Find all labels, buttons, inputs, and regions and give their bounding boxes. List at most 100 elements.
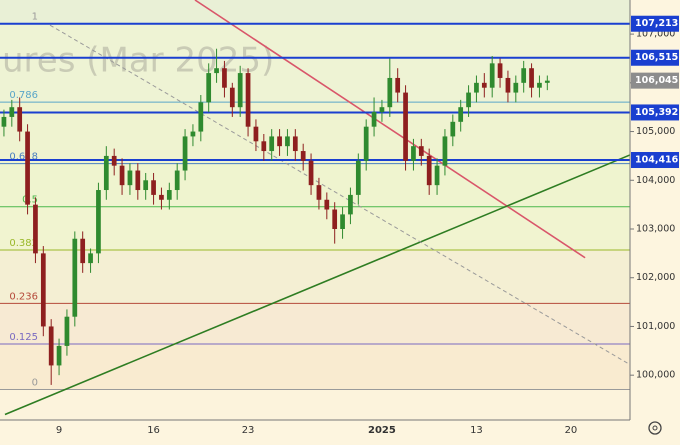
candle-body <box>489 63 495 88</box>
level-box <box>631 104 679 121</box>
candle-body <box>143 180 149 191</box>
candle-body <box>40 253 46 327</box>
candle-body <box>458 107 464 122</box>
candle-body <box>332 209 338 230</box>
candle-body <box>387 77 393 108</box>
candle-body <box>411 146 416 161</box>
candle-body <box>159 194 164 200</box>
candle-body <box>222 68 227 88</box>
candle-body <box>300 151 306 161</box>
fib-band <box>0 389 630 420</box>
level-label: 106,515 <box>635 52 678 63</box>
settings-icon[interactable] <box>648 421 662 435</box>
candle-body <box>17 107 23 132</box>
candle-body <box>1 116 7 127</box>
trendline <box>4 154 630 416</box>
candle-body <box>340 214 345 230</box>
fib-label: 0.125 <box>9 332 38 343</box>
candle-body <box>88 253 93 264</box>
candle-body <box>544 80 550 83</box>
candle-body <box>237 73 243 108</box>
candle-body <box>403 92 408 161</box>
candle-body <box>229 87 235 108</box>
fib-label: 0.786 <box>9 90 38 101</box>
candle-body <box>529 68 534 88</box>
candle-body <box>292 136 298 152</box>
y-tick-label: 101,000 <box>636 321 675 332</box>
candle-body <box>96 190 101 254</box>
fib-label: 0.236 <box>9 291 38 302</box>
candle-body <box>395 77 401 93</box>
fib-band <box>0 206 630 250</box>
candle-body <box>9 107 15 117</box>
candle-body <box>206 73 212 103</box>
fib-band <box>0 343 630 390</box>
candle-body <box>450 121 456 137</box>
candle-body <box>33 204 38 254</box>
candle-body <box>355 160 361 195</box>
level-label: 104,416 <box>635 155 679 166</box>
candle-body <box>261 141 267 152</box>
last-price-label: 106,045 <box>635 75 678 86</box>
y-tick-label: 100,000 <box>636 370 675 381</box>
fib-label: 1 <box>32 12 38 23</box>
x-tick-label: 23 <box>242 425 255 436</box>
y-tick-label: 107,000 <box>636 29 675 40</box>
candle-body <box>505 77 511 93</box>
candle-body <box>474 82 479 93</box>
candle-body <box>245 73 251 127</box>
candle-body <box>56 345 62 366</box>
trendline <box>194 0 586 259</box>
fib-label: 0.382 <box>9 238 38 249</box>
candle-body <box>466 92 471 108</box>
candle-body <box>182 136 188 171</box>
candle-body <box>308 160 314 186</box>
fib-label: 0 <box>32 378 38 389</box>
candle-body <box>442 136 448 166</box>
x-tick-label: 9 <box>56 425 62 436</box>
y-tick-label: 105,000 <box>636 126 675 137</box>
candle-body <box>127 170 133 186</box>
candle-body <box>379 107 385 113</box>
candle-body <box>513 82 519 93</box>
axes: 100,000 101,000 102,000 103,000 104,000 105,0… <box>56 15 679 436</box>
candle-body <box>64 316 70 346</box>
level-box <box>631 49 679 66</box>
candle-body <box>363 126 369 161</box>
y-tick-label: 104,000 <box>636 175 675 186</box>
fib-band <box>0 249 630 304</box>
candle-body <box>80 238 86 264</box>
candle-body <box>72 238 78 317</box>
fib-band <box>0 23 630 103</box>
candle-body <box>324 199 330 210</box>
fib-band <box>0 303 630 344</box>
candle-body <box>214 68 219 74</box>
candle-body <box>198 102 204 132</box>
plot: ures (Mar 2025) 1 0.786 0.618 0.5 0.382 0.236 0… <box>0 0 630 420</box>
candle-body <box>166 190 172 200</box>
watermark: ures (Mar 2025) <box>2 41 274 81</box>
x-tick-label: 16 <box>147 425 160 436</box>
candle-body <box>277 136 282 147</box>
candle-body <box>174 170 180 191</box>
candle-body <box>151 180 156 195</box>
fib-label: 0.618 <box>9 152 38 163</box>
candle-body <box>111 155 117 166</box>
candle-body <box>497 63 503 78</box>
candle-body <box>481 82 487 88</box>
level-label: 107,213 <box>635 18 678 29</box>
candle-body <box>285 136 290 147</box>
fib-label: 0.5 <box>22 195 38 206</box>
candle-body <box>521 68 527 83</box>
last-price-box <box>631 72 679 89</box>
candle-body <box>426 155 432 186</box>
candle-body <box>48 326 54 366</box>
level-label: 105,392 <box>635 107 678 118</box>
candle-body <box>25 131 30 205</box>
candle-body <box>135 170 141 191</box>
candle-body <box>269 136 275 152</box>
y-tick-label: 103,000 <box>636 224 675 235</box>
fib-band <box>0 102 630 164</box>
x-tick-label: 2025 <box>368 425 396 436</box>
x-tick-label: 13 <box>470 425 483 436</box>
